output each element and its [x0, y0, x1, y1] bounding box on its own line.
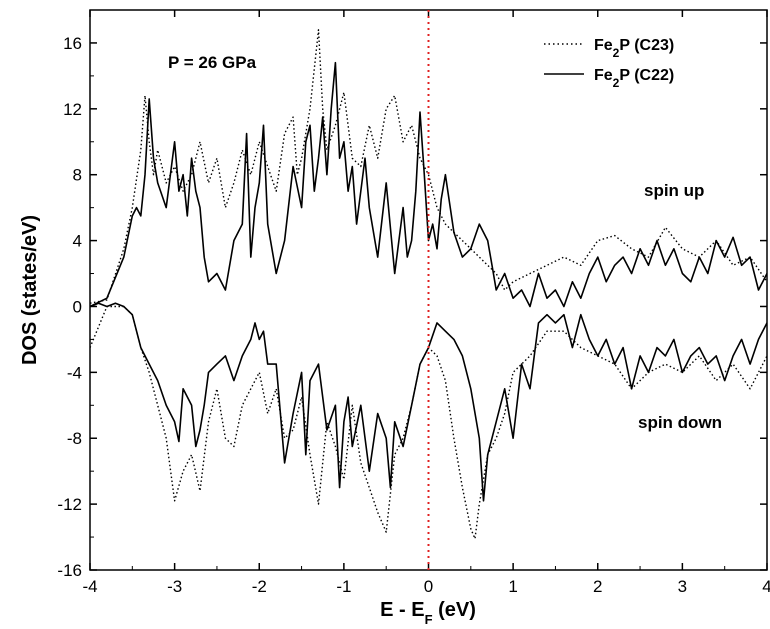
y-tick-label: -8: [67, 429, 82, 448]
x-tick-label: 4: [762, 577, 770, 596]
x-tick-label: -2: [252, 577, 267, 596]
series-line-c22-spin-down: [90, 302, 767, 502]
y-tick-label: 16: [63, 34, 82, 53]
y-tick-label: -16: [57, 561, 82, 580]
y-tick-label: -4: [67, 363, 82, 382]
x-tick-label: -4: [82, 577, 97, 596]
y-axis-title: DOS (states/eV): [19, 215, 41, 365]
x-tick-label: -3: [167, 577, 182, 596]
y-tick-label: 0: [73, 297, 82, 316]
spin-down-label: spin down: [638, 413, 722, 432]
y-tick-label: -12: [57, 495, 82, 514]
series-layer: [90, 29, 767, 540]
spin-up-label: spin up: [644, 181, 704, 200]
x-tick-label: -1: [336, 577, 351, 596]
pressure-annotation: P = 26 GPa: [168, 53, 257, 72]
x-tick-label: 1: [508, 577, 517, 596]
legend-label-c22: Fe2P (C22): [594, 67, 674, 90]
y-tick-label: 12: [63, 100, 82, 119]
legend-label-c23: Fe2P (C23): [594, 37, 674, 60]
x-tick-label: 3: [678, 577, 687, 596]
x-tick-label: 2: [593, 577, 602, 596]
y-tick-label: 4: [73, 232, 82, 251]
legend: Fe2P (C23) Fe2P (C22): [544, 37, 674, 90]
y-tick-label: 8: [73, 166, 82, 185]
series-line-c22-spin-up: [90, 61, 767, 308]
x-axis-title: E - EF (eV): [380, 599, 476, 627]
x-tick-label: 0: [424, 577, 433, 596]
